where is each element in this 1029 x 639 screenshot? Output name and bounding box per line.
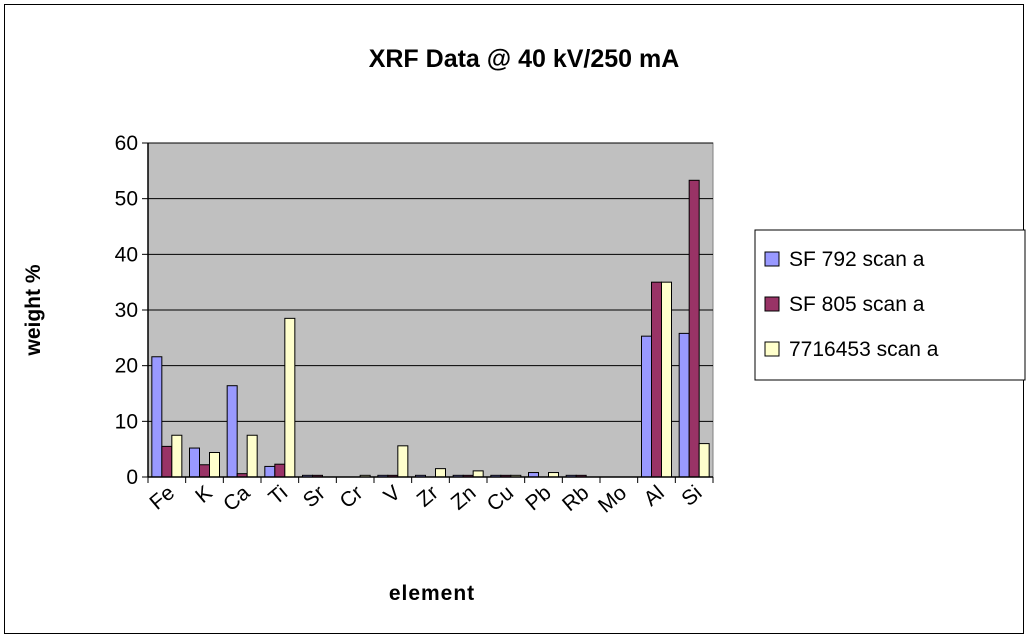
legend-label: SF 792 scan a (789, 248, 925, 271)
legend-swatch (764, 296, 780, 312)
bar (161, 445, 173, 478)
legend-label: 7716453 scan a (789, 338, 939, 361)
x-tick-label: Pb (521, 481, 555, 515)
bar (688, 179, 700, 478)
x-tick-label: Zn (447, 481, 481, 514)
bar (264, 465, 276, 478)
x-tick-label: Rb (558, 481, 593, 516)
x-tick-label: Fe (145, 481, 179, 514)
x-tick-label: Ti (264, 481, 292, 509)
legend: SF 792 scan a SF 805 scan a 7716453 scan a (754, 229, 1026, 381)
bar (651, 281, 662, 478)
y-tick-label: 10 (115, 410, 138, 433)
x-tick-label: Cr (336, 481, 368, 513)
bars (151, 179, 710, 478)
x-tick-label: V (380, 481, 406, 508)
bar (199, 464, 210, 478)
x-tick-label: Zr (413, 481, 443, 511)
y-tick-label: 0 (126, 466, 138, 489)
bar (678, 332, 690, 478)
bar (641, 335, 652, 478)
legend-swatch (764, 341, 780, 357)
gridlines (148, 142, 713, 422)
x-tick-label: Mo (594, 481, 631, 517)
bar (698, 443, 710, 478)
legend-swatch (764, 251, 780, 267)
bar (435, 468, 446, 478)
y-tick-label: 60 (115, 132, 138, 155)
y-tick-label: 30 (115, 299, 138, 322)
bar (472, 470, 484, 478)
bar (397, 445, 409, 478)
x-tick-label: Ca (219, 481, 255, 516)
x-axis-title: element (389, 582, 475, 605)
bar (284, 317, 296, 478)
legend-label: SF 805 scan a (789, 293, 925, 316)
y-tick-label: 20 (115, 355, 138, 378)
chart-title: XRF Data @ 40 kV/250 mA (369, 45, 680, 73)
y-tick-label: 40 (115, 243, 138, 266)
x-tick-label: Sr (299, 481, 330, 512)
bar (171, 434, 183, 478)
x-tick-labels: Fe K Ca Ti Sr Cr V Zr Zn Cu Pb Rb Mo Al Si (145, 481, 706, 518)
y-tick-label: 50 (115, 188, 138, 211)
bar (246, 434, 258, 478)
bar (189, 447, 200, 478)
bar (274, 463, 286, 478)
x-tick-label: Al (640, 481, 669, 511)
bar (661, 281, 672, 478)
x-tick-label: Cu (483, 481, 518, 516)
x-tick-label: Si (677, 481, 706, 511)
y-tick-labels: 0 10 20 30 40 50 60 (115, 132, 138, 489)
y-axis-title: weight % (22, 264, 45, 356)
axes (142, 142, 714, 483)
bar (209, 452, 220, 478)
x-tick-label: K (191, 481, 217, 508)
bar (226, 385, 238, 478)
bar (151, 356, 163, 478)
legend-box (754, 229, 1026, 381)
